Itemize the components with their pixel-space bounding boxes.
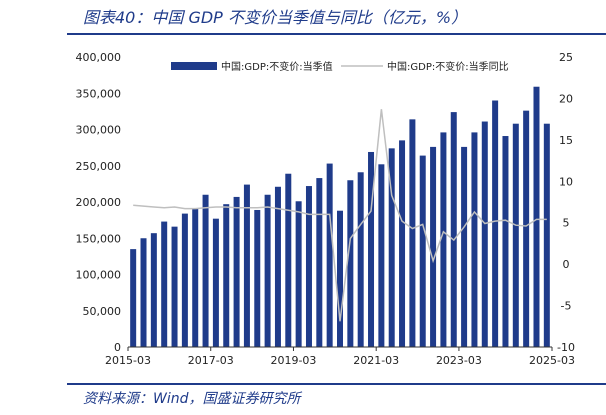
bar: [181, 213, 188, 347]
bar: [419, 155, 426, 347]
right-tick-label: 10: [559, 175, 573, 188]
legend-line-label: 中国:GDP:不变价:当季同比: [387, 60, 509, 73]
bar: [192, 208, 199, 347]
bar: [430, 146, 437, 347]
bar: [337, 210, 343, 347]
left-tick-label: 350,000: [76, 87, 122, 100]
bottom-rule: [67, 383, 606, 385]
bar: [295, 201, 302, 347]
left-tick-label: 0: [114, 341, 121, 354]
left-tick-label: 100,000: [76, 269, 122, 282]
left-tick-label: 250,000: [76, 160, 122, 173]
legend: 中国:GDP:不变价:当季值 中国:GDP:不变价:当季同比: [171, 60, 509, 73]
right-tick-label: 15: [559, 134, 573, 147]
bar: [254, 209, 261, 347]
left-tick-label: 150,000: [76, 232, 122, 245]
bar: [223, 204, 230, 347]
bar-series: [130, 86, 550, 348]
bar: [326, 163, 333, 347]
legend-bar-label: 中国:GDP:不变价:当季值: [221, 60, 333, 73]
bar: [502, 136, 509, 347]
bar: [347, 180, 354, 347]
bar: [481, 121, 488, 348]
bar: [378, 164, 385, 347]
x-tick-label: 2021-03: [353, 354, 399, 367]
bar: [202, 194, 209, 347]
bar: [399, 140, 406, 347]
bar: [305, 186, 312, 347]
left-axis-ticks: 0 50,000 100,000 150,000 200,000 250,000 300,0…: [76, 51, 122, 354]
bar: [368, 151, 375, 347]
bar: [130, 249, 137, 347]
x-tick-label: 2015-03: [105, 354, 151, 367]
bar: [150, 233, 157, 347]
left-tick-label: 50,000: [83, 305, 122, 318]
bar: [461, 146, 468, 347]
bar: [171, 226, 178, 347]
right-tick-label: -10: [557, 341, 575, 354]
x-tick-label: 2023-03: [436, 354, 482, 367]
bar: [512, 123, 519, 347]
bar: [357, 172, 364, 347]
bar: [212, 218, 219, 347]
x-tick-label: 2017-03: [188, 354, 234, 367]
top-rule: [67, 33, 606, 35]
bar: [243, 184, 250, 347]
bar: [492, 100, 499, 347]
bar: [388, 148, 395, 347]
chart-title: 图表40：中国 GDP 不变价当季值与同比（亿元，%）: [83, 8, 468, 27]
yoy-line: [133, 109, 547, 322]
bar: [140, 238, 147, 347]
left-tick-label: 300,000: [76, 124, 122, 137]
bar: [233, 196, 240, 347]
right-tick-label: 20: [559, 92, 573, 105]
right-tick-label: -5: [561, 300, 572, 313]
left-tick-label: 200,000: [76, 196, 122, 209]
x-tick-label: 2019-03: [270, 354, 316, 367]
bar: [409, 119, 416, 347]
bar: [440, 132, 447, 347]
bar: [161, 221, 168, 347]
right-tick-label: 25: [559, 51, 573, 64]
x-axis-ticks: 2015-03 2017-03 2019-03 2021-03 2023-03 2025-…: [105, 347, 575, 367]
left-tick-label: 400,000: [76, 51, 122, 64]
bar: [264, 194, 271, 347]
bar: [316, 178, 323, 347]
right-tick-label: 5: [563, 217, 570, 230]
bar: [285, 173, 292, 347]
x-tick-label: 2025-03: [529, 354, 575, 367]
right-axis-ticks: -10 -5 0 5 10 15 20 25: [557, 51, 575, 354]
bar: [471, 132, 478, 347]
bar: [543, 123, 550, 347]
bar: [523, 110, 530, 348]
legend-bar-swatch: [171, 62, 217, 70]
bar: [274, 186, 281, 347]
bar: [533, 86, 540, 347]
bar: [450, 112, 457, 347]
right-tick-label: 0: [563, 258, 570, 271]
source-note: 资料来源：Wind，国盛证券研究所: [83, 391, 301, 407]
